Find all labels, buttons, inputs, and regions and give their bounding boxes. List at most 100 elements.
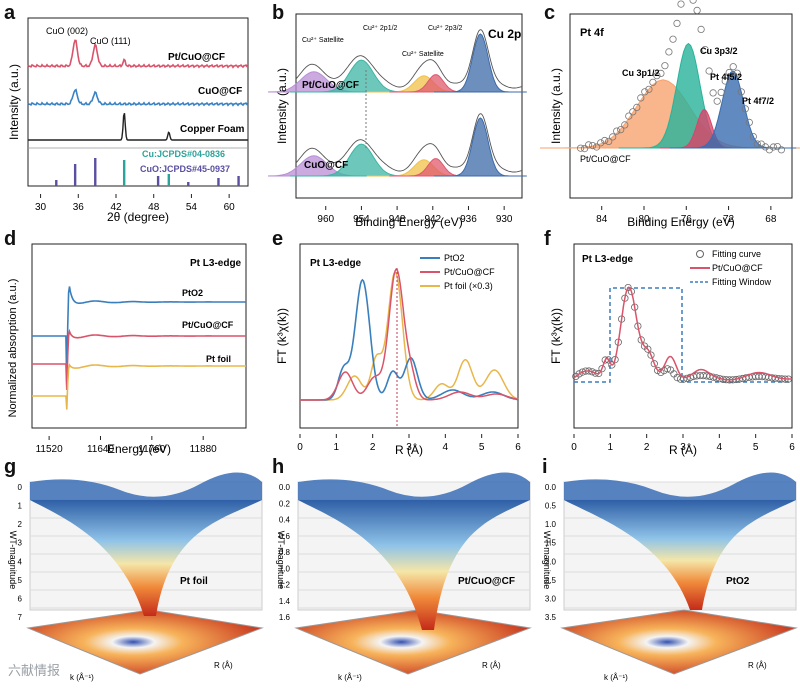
x-tick-label: 1 [334, 442, 340, 453]
data-point [741, 105, 749, 113]
curve-label: Pt/CuO@CF [182, 320, 234, 330]
panel-i: i 0.0 0.5 1.0 1.5 2.0 2.5 3.0 3.5 WT-magnitude Pt… [534, 456, 800, 687]
data-point [653, 72, 661, 80]
r-axis-label: R (Å) [214, 661, 233, 670]
curve-pt-cuo-cf [27, 39, 249, 69]
projection-heatmap [294, 609, 532, 675]
r-axis-label: R (Å) [482, 661, 501, 670]
x-ticks: 960 954 948 942 936 930 [317, 206, 513, 225]
panel-h: h 0.0 0.2 0.4 0.6 0.8 1.0 1.2 1.4 1.6 WT-magnitud… [268, 456, 534, 687]
peak-label: Pt 4f5/2 [710, 72, 742, 82]
z-tick-label: 7 [18, 613, 23, 622]
data-point [697, 25, 705, 33]
fitting-chart: Pt L3-edge Fitting curve Pt/CuO@CF Fitti… [549, 243, 795, 457]
data-points [576, 0, 785, 154]
x-tick-label: 4 [717, 442, 723, 453]
x-tick-label: 3 [406, 442, 412, 453]
data-point [576, 144, 585, 152]
x-tick-label: 948 [389, 214, 406, 225]
panel-letter: b [272, 2, 285, 24]
peak-label: Cu²⁺ Satellite [302, 37, 344, 44]
fit-peak [433, 117, 527, 177]
surface-funnel [30, 500, 262, 616]
z-tick-label: 1.2 [279, 581, 291, 590]
x-tick-label: 954 [353, 214, 370, 225]
x-tick-label: 3 [680, 442, 686, 453]
chart-title: Pt L3-edge [190, 258, 242, 269]
z-tick-label: 3.0 [545, 594, 557, 603]
surface-top [298, 472, 530, 500]
legend-label: Fitting curve [712, 249, 761, 259]
panel-a: a CuO (002) CuO (111) Pt/CuO@CF CuO@CF C… [0, 0, 255, 230]
z-tick-label: 1.0 [545, 520, 557, 529]
sample-label: Pt/CuO@CF [580, 154, 631, 164]
y-axis-label: Intensity (a.u.) [549, 68, 563, 144]
data-point [641, 88, 649, 96]
curve-label: Pt/CuO@CF [302, 80, 359, 91]
x-tick-label: 2 [370, 442, 376, 453]
data-point [613, 127, 621, 135]
projection-heatmap [560, 609, 798, 675]
plot-frame [573, 243, 793, 429]
ft-exafs-chart: Pt L3-edge PtO2 Pt/CuO@CF Pt foil (×0.3)… [275, 243, 521, 457]
x-tick-label: 54 [186, 202, 198, 213]
y-axis-label: Intensity (a.u.) [7, 64, 21, 140]
data-point [609, 133, 617, 141]
data-point [689, 0, 697, 4]
peak-label: Cu²⁺ 2p1/2 [363, 25, 398, 32]
panel-letter: d [4, 228, 17, 250]
data-point [605, 137, 613, 145]
data-point [705, 67, 713, 75]
projection-heatmap [26, 609, 264, 675]
data-point [693, 6, 701, 14]
surface-top [30, 472, 262, 500]
z-axis-label: WT-magnitude [8, 531, 18, 590]
plot-frame [295, 13, 523, 199]
panel-letter: a [4, 2, 16, 24]
chart-title: Pt L3-edge [310, 258, 362, 269]
fit-point [608, 361, 616, 369]
data-point [580, 145, 589, 153]
panel-letter: i [542, 456, 548, 478]
z-tick-label: 0.6 [279, 532, 291, 541]
curve-pt-cuo-cf [573, 286, 793, 381]
z-tick-label: 0 [18, 483, 23, 492]
reference-lines [28, 147, 248, 186]
z-tick-label: 5 [18, 576, 23, 585]
curve-label: CuO@CF [198, 86, 242, 97]
curve-label: Pt/CuO@CF [168, 52, 225, 63]
panel-letter: f [544, 228, 551, 250]
data-point [713, 97, 721, 105]
x-tick-label: 11640 [87, 444, 115, 455]
x-tick-label: 84 [596, 214, 608, 225]
peak-label: CuO (002) [46, 26, 88, 36]
x-tick-label: 6 [789, 442, 795, 453]
k-axis-label: k (Å⁻¹) [70, 673, 94, 682]
envelope [295, 29, 523, 89]
x-axis-label: Energy (eV) [107, 442, 171, 456]
chart-title: Pt 4f [580, 27, 604, 39]
peak-label: Cu 3p1/2 [622, 68, 660, 78]
z-tick-label: 1 [18, 502, 23, 511]
data-point [745, 118, 753, 127]
legend-label: PtO2 [444, 253, 465, 263]
envelope [295, 113, 523, 173]
x-tick-label: 6 [515, 442, 521, 453]
z-tick-label: 0.4 [279, 516, 291, 525]
peak-label: Cu²⁺ Satellite [402, 51, 444, 58]
x-tick-label: 72 [723, 214, 735, 225]
legend: Fitting curve Pt/CuO@CF Fitting Window [690, 249, 772, 287]
peak-label: CuO (111) [90, 36, 131, 46]
x-tick-label: 68 [765, 214, 777, 225]
plot-frame [299, 243, 519, 429]
data-point [588, 142, 597, 150]
fit-point [637, 336, 645, 344]
curve-label: Pt foil [206, 354, 231, 364]
z-tick-label: 3.5 [545, 613, 557, 622]
z-tick-label: 0.0 [279, 483, 291, 492]
watermark: 六献情报 [8, 663, 61, 678]
z-tick-label: 1.6 [279, 613, 291, 622]
data-point [725, 68, 733, 77]
surface-funnel [298, 500, 530, 630]
fit-point [683, 374, 691, 382]
